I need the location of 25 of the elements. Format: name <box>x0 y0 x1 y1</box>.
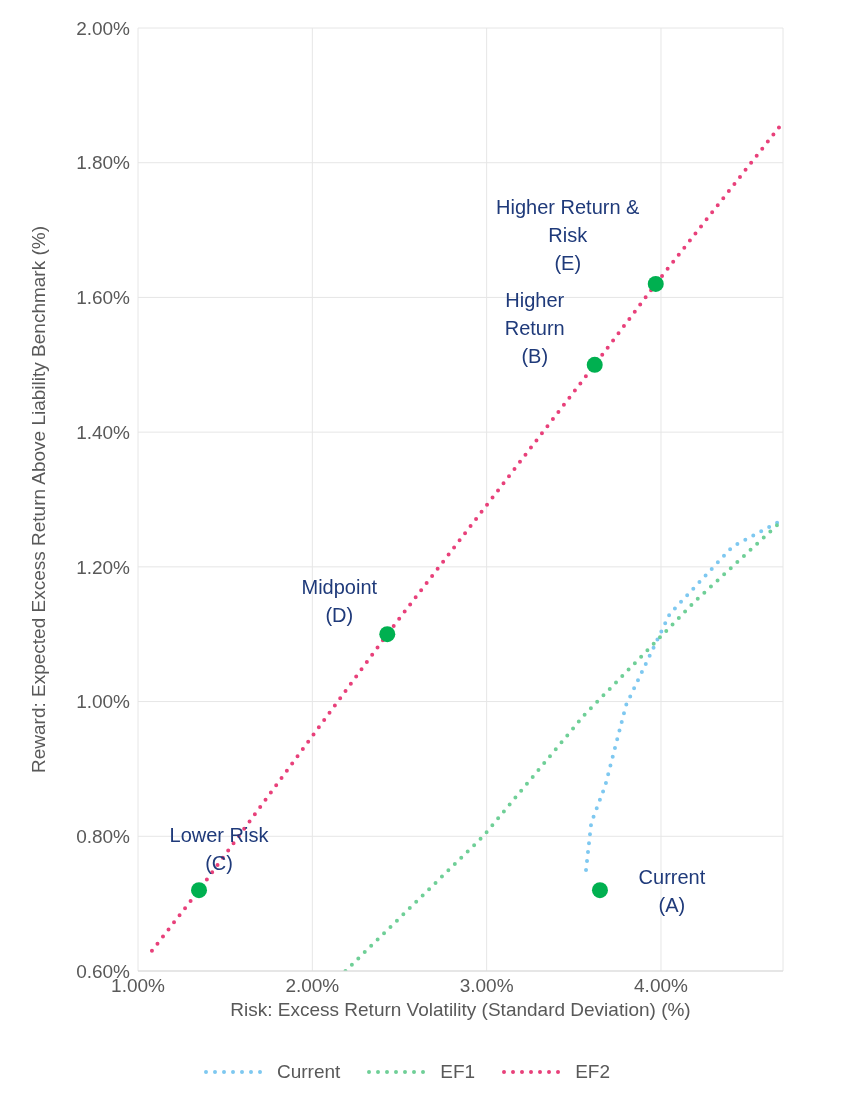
y-tick-label: 2.00% <box>76 17 131 39</box>
point <box>586 356 603 373</box>
annotation: Midpoint (D) <box>301 576 378 627</box>
point <box>379 626 396 643</box>
legend-label: EF2 <box>575 1061 611 1083</box>
annotation: Higher Return & Risk (E) <box>496 195 641 274</box>
y-tick-label: 0.80% <box>76 826 131 848</box>
y-axis-title: Reward: Expected Excess Return Above Liability Benchmark (%) <box>27 225 49 774</box>
annotation: Current (A) <box>638 866 706 917</box>
legend-label: Current <box>276 1061 341 1083</box>
y-tick-label: 1.80% <box>76 152 131 174</box>
y-tick-label: 1.20% <box>76 556 131 578</box>
y-tick-label: 1.60% <box>76 287 131 309</box>
x-tick-label: 2.00% <box>285 975 340 997</box>
point <box>647 275 664 292</box>
x-tick-label: 4.00% <box>634 975 689 997</box>
annotation: Higher Return (B) <box>504 288 565 367</box>
y-tick-label: 1.40% <box>76 421 131 443</box>
x-tick-label: 3.00% <box>459 975 514 997</box>
annotation: Lower Risk (C) <box>169 824 270 875</box>
legend-label: EF1 <box>440 1061 476 1083</box>
point <box>591 882 608 899</box>
x-axis-title: Risk: Excess Return Volatility (Standard Deviation) (%) <box>230 999 691 1021</box>
point <box>191 882 208 899</box>
y-tick-label: 1.00% <box>76 691 131 713</box>
